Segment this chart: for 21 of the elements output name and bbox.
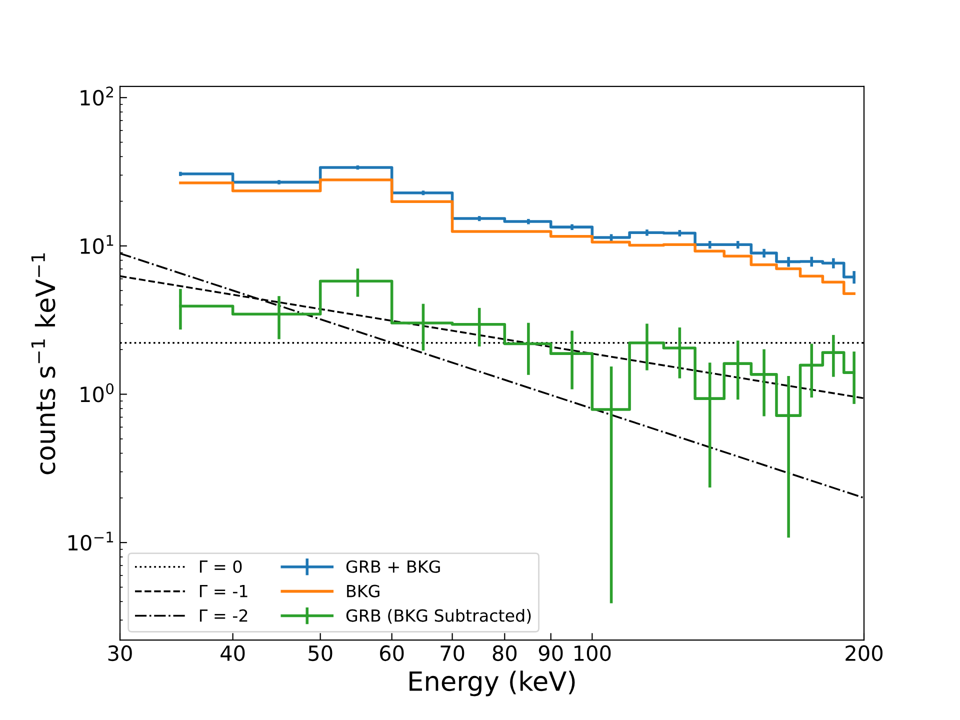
x-tick-label: 80 — [492, 645, 517, 662]
legend-label: Γ = -1 — [200, 585, 248, 598]
y-tick-label: 10$^{1}$ — [80, 235, 114, 254]
y-tick-label: 10$^{0}$ — [80, 383, 114, 402]
x-tick-label: 70 — [440, 645, 464, 662]
x-tick-label: 60 — [380, 645, 404, 662]
y-tick-label: 10$^{−1}$ — [68, 532, 114, 551]
x-tick-label: 30 — [108, 645, 132, 662]
x-tick-label: 100 — [574, 645, 611, 662]
x-tick-label: 200 — [846, 645, 882, 662]
legend-label: GRB + BKG — [346, 560, 440, 573]
legend-label: Γ = -2 — [200, 609, 248, 622]
legend-label: BKG — [347, 584, 380, 598]
legend-label: Γ = 0 — [200, 560, 242, 573]
x-tick-label: 40 — [220, 645, 245, 662]
x-tick-label: 90 — [538, 645, 563, 662]
y-axis-title: counts s$^{−1}$ keV$^{−1}$ — [31, 253, 56, 474]
y-tick-label: 10$^{2}$ — [80, 86, 113, 106]
legend-label: GRB (BKG Subtracted) — [346, 608, 531, 624]
x-axis-title: Energy (keV) — [410, 670, 575, 696]
x-tick-label: 50 — [308, 645, 332, 662]
